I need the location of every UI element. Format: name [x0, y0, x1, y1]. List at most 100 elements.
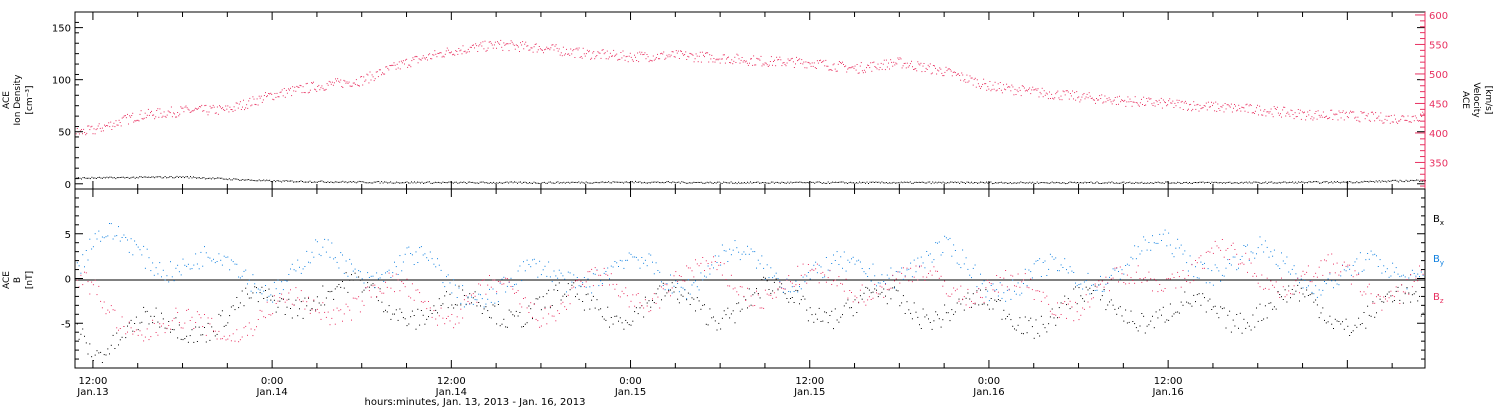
- bottom-bz-point: [270, 314, 272, 316]
- bottom-bz-point: [1116, 267, 1118, 269]
- top-velocity-point: [1250, 105, 1252, 106]
- top-velocity-point: [1264, 109, 1266, 111]
- top-density-point: [1047, 182, 1049, 184]
- bottom-bx-point: [928, 318, 929, 320]
- bottom-bx-point: [763, 276, 765, 278]
- bottom-bx-point: [480, 305, 481, 307]
- top-velocity-point: [423, 57, 425, 59]
- bottom-bx-point: [910, 312, 912, 314]
- bottom-by-point: [1039, 258, 1041, 260]
- top-velocity-point: [1096, 98, 1097, 99]
- bottom-bx-point: [865, 286, 867, 288]
- bottom-by-point: [223, 255, 225, 257]
- top-velocity-point: [609, 52, 611, 54]
- top-velocity-point: [1105, 101, 1107, 103]
- top-velocity-point: [505, 43, 507, 45]
- bottom-by-point: [1411, 269, 1413, 271]
- bottom-bz-point: [451, 314, 453, 315]
- bottom-bx-point: [241, 290, 243, 292]
- top-density-point: [1423, 180, 1425, 182]
- top-velocity-point: [417, 62, 419, 64]
- top-velocity-point: [793, 67, 795, 68]
- top-velocity-point: [942, 75, 944, 77]
- top-velocity-point: [964, 79, 966, 80]
- top-velocity-point: [863, 69, 865, 71]
- top-density-point: [1050, 182, 1052, 184]
- top-velocity-point: [158, 116, 160, 118]
- top-velocity-point: [1082, 94, 1084, 96]
- bottom-by-point: [650, 254, 652, 256]
- bottom-by-point: [343, 272, 345, 274]
- top-velocity-point: [1294, 112, 1296, 114]
- top-density-point: [761, 182, 763, 183]
- bottom-bz-point: [904, 276, 906, 278]
- top-density-point: [467, 181, 469, 183]
- top-density-point: [98, 176, 100, 178]
- top-density-point: [575, 181, 577, 183]
- legend-by: By: [1433, 254, 1444, 267]
- bottom-bx-point: [1207, 300, 1209, 302]
- bottom-by-point: [1182, 253, 1184, 255]
- bottom-bz-point: [1066, 317, 1067, 319]
- top-density-point: [351, 181, 353, 183]
- bottom-bx-point: [467, 297, 469, 299]
- top-velocity-point: [104, 124, 105, 126]
- top-velocity-point: [174, 113, 175, 115]
- bottom-bx-point: [1130, 310, 1132, 312]
- top-density-point: [1272, 182, 1274, 184]
- top-velocity-point: [382, 72, 383, 74]
- bottom-by-point: [657, 270, 659, 271]
- bottom-by-point: [1083, 281, 1085, 283]
- top-density-point: [236, 178, 238, 180]
- top-velocity-point: [767, 66, 769, 67]
- bottom-bz-point: [327, 311, 329, 313]
- top-velocity-point: [1152, 105, 1154, 106]
- bottom-bx-point: [392, 313, 394, 315]
- top-velocity-point: [1224, 103, 1226, 104]
- bottom-bz-point: [546, 323, 548, 325]
- top-velocity-point: [209, 105, 211, 107]
- top-velocity-point: [513, 44, 515, 46]
- bottom-by-point: [750, 248, 752, 250]
- bottom-bx-point: [302, 317, 304, 319]
- bottom-bz-point: [229, 335, 231, 337]
- top-density-point: [560, 182, 562, 184]
- bottom-bx-point: [1067, 298, 1069, 300]
- bottom-bx-point: [1161, 314, 1162, 316]
- bottom-by-point: [1060, 264, 1062, 266]
- top-density-point: [1003, 182, 1005, 184]
- top-velocity-point: [428, 54, 429, 56]
- top-density-point: [1326, 181, 1328, 182]
- top-velocity-point: [1180, 101, 1182, 103]
- bottom-bx-point: [806, 309, 808, 311]
- top-velocity-point: [914, 68, 916, 70]
- bottom-bx-point: [956, 302, 958, 304]
- bottom-bx-point: [548, 289, 550, 291]
- bottom-bz-point: [1026, 286, 1028, 288]
- bottom-bx-point: [116, 332, 118, 334]
- bottom-bx-point: [345, 272, 347, 274]
- bottom-bz-point: [807, 264, 809, 265]
- bottom-bz-point: [103, 301, 105, 303]
- top-velocity-point: [1289, 115, 1291, 117]
- bottom-bz-point: [583, 286, 585, 288]
- bottom-by-point: [259, 289, 261, 291]
- top-velocity-point: [222, 107, 224, 109]
- bottom-bx-point: [876, 289, 877, 291]
- bottom-bz-point: [845, 278, 847, 280]
- bottom-bx-point: [411, 310, 413, 312]
- top-density-point: [1015, 182, 1017, 184]
- top-velocity-point: [1035, 88, 1037, 90]
- top-velocity-point: [672, 51, 674, 53]
- x-tick-time-label: 12:00: [79, 376, 108, 387]
- top-velocity-point: [936, 73, 938, 75]
- top-density-point: [930, 183, 932, 185]
- top-density-point: [91, 176, 93, 178]
- bottom-bz-point: [644, 299, 646, 301]
- top-velocity-point: [409, 64, 411, 66]
- top-density-point: [254, 180, 256, 182]
- top-velocity-point: [969, 75, 971, 77]
- top-velocity-point: [460, 49, 462, 51]
- top-density-point: [997, 182, 999, 184]
- bottom-bx-point: [1066, 304, 1067, 306]
